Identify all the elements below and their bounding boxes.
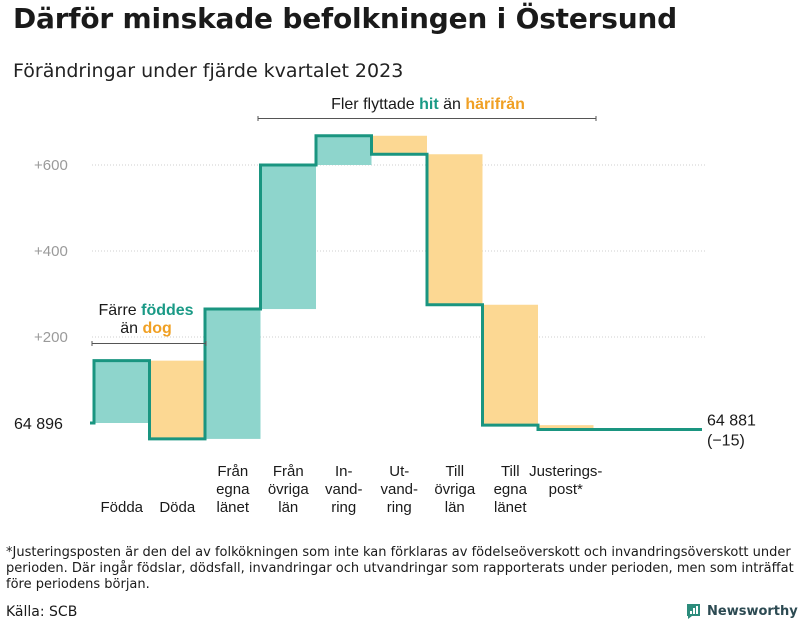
x-category-label: län: [278, 499, 298, 516]
bar-invandring: [316, 135, 372, 165]
source-label: Källa: SCB: [6, 604, 78, 620]
annotation-highlight-orange: härifrån: [465, 96, 525, 113]
x-category-label: Från: [273, 463, 304, 480]
annotation-migration: Fler flyttade hit än härifrån: [258, 96, 598, 114]
x-category-label: länet: [216, 499, 249, 516]
bar-till-övriga-län: [427, 154, 483, 305]
x-category-label: länet: [494, 499, 527, 516]
bar-från-egna-länet: [205, 309, 261, 439]
y-tick-label: +600: [34, 157, 68, 174]
annotation-births-deaths: Färre föddes än dog: [86, 302, 206, 338]
x-category-label: Till: [501, 463, 520, 480]
bar-justeringspost-: [538, 425, 594, 430]
x-category-label: län: [445, 499, 465, 516]
annotation-text: än: [438, 96, 466, 113]
annotation-highlight-orange: dog: [142, 320, 172, 337]
annotation-text: Fler flyttade: [331, 96, 420, 113]
x-category-label: post*: [549, 481, 583, 498]
annotation-bracket: [91, 341, 207, 346]
waterfall-chart: +200 +400 +600 64 896 64 881 (−15) Födda Döda Fr…: [14, 116, 756, 516]
brand-logo: Newsworthy: [686, 603, 798, 620]
x-category-label: vand-: [325, 481, 363, 498]
x-category-label: egna: [216, 481, 250, 498]
brand-name: Newsworthy: [707, 604, 798, 619]
bar-till-egna-länet: [482, 304, 538, 426]
end-change-label: (−15): [707, 432, 745, 449]
x-category-label: egna: [494, 481, 528, 498]
bar-utvandring: [371, 135, 427, 155]
x-category-label: Justerings-: [529, 463, 602, 480]
bar-döda: [149, 360, 205, 439]
x-category-label: övriga: [434, 481, 476, 498]
footnote: *Justeringsposten är den del av folkökni…: [6, 545, 794, 592]
x-category-label: Födda: [100, 499, 143, 516]
annotation-text: än: [120, 320, 143, 337]
x-category-label: övriga: [268, 481, 310, 498]
x-category-label: Döda: [159, 499, 196, 516]
x-category-label: vand-: [380, 481, 418, 498]
x-category-label: ring: [387, 499, 412, 516]
newsworthy-logo-icon: [687, 604, 700, 619]
x-category-label: Ut-: [389, 463, 409, 480]
y-tick-label: +200: [34, 329, 68, 346]
annotation-highlight-green: föddes: [141, 302, 194, 319]
chart-title: Därför minskade befolkningen i Östersund: [13, 2, 678, 35]
annotation-text: Färre: [98, 302, 142, 319]
cumulative-step-line: [90, 134, 702, 441]
y-tick-label: +400: [34, 243, 68, 260]
annotation-highlight-green: hit: [419, 96, 439, 113]
start-value-label: 64 896: [14, 416, 63, 433]
bar-födda: [94, 360, 150, 423]
x-category-label: ring: [331, 499, 356, 516]
x-category-label: In-: [335, 463, 353, 480]
end-value-label: 64 881: [707, 412, 756, 429]
x-category-label: Till: [445, 463, 464, 480]
annotation-bracket: [257, 116, 597, 121]
chart-subtitle: Förändringar under fjärde kvartalet 2023: [13, 60, 404, 82]
bar-från-övriga-län: [260, 165, 316, 310]
x-category-label: Från: [217, 463, 248, 480]
